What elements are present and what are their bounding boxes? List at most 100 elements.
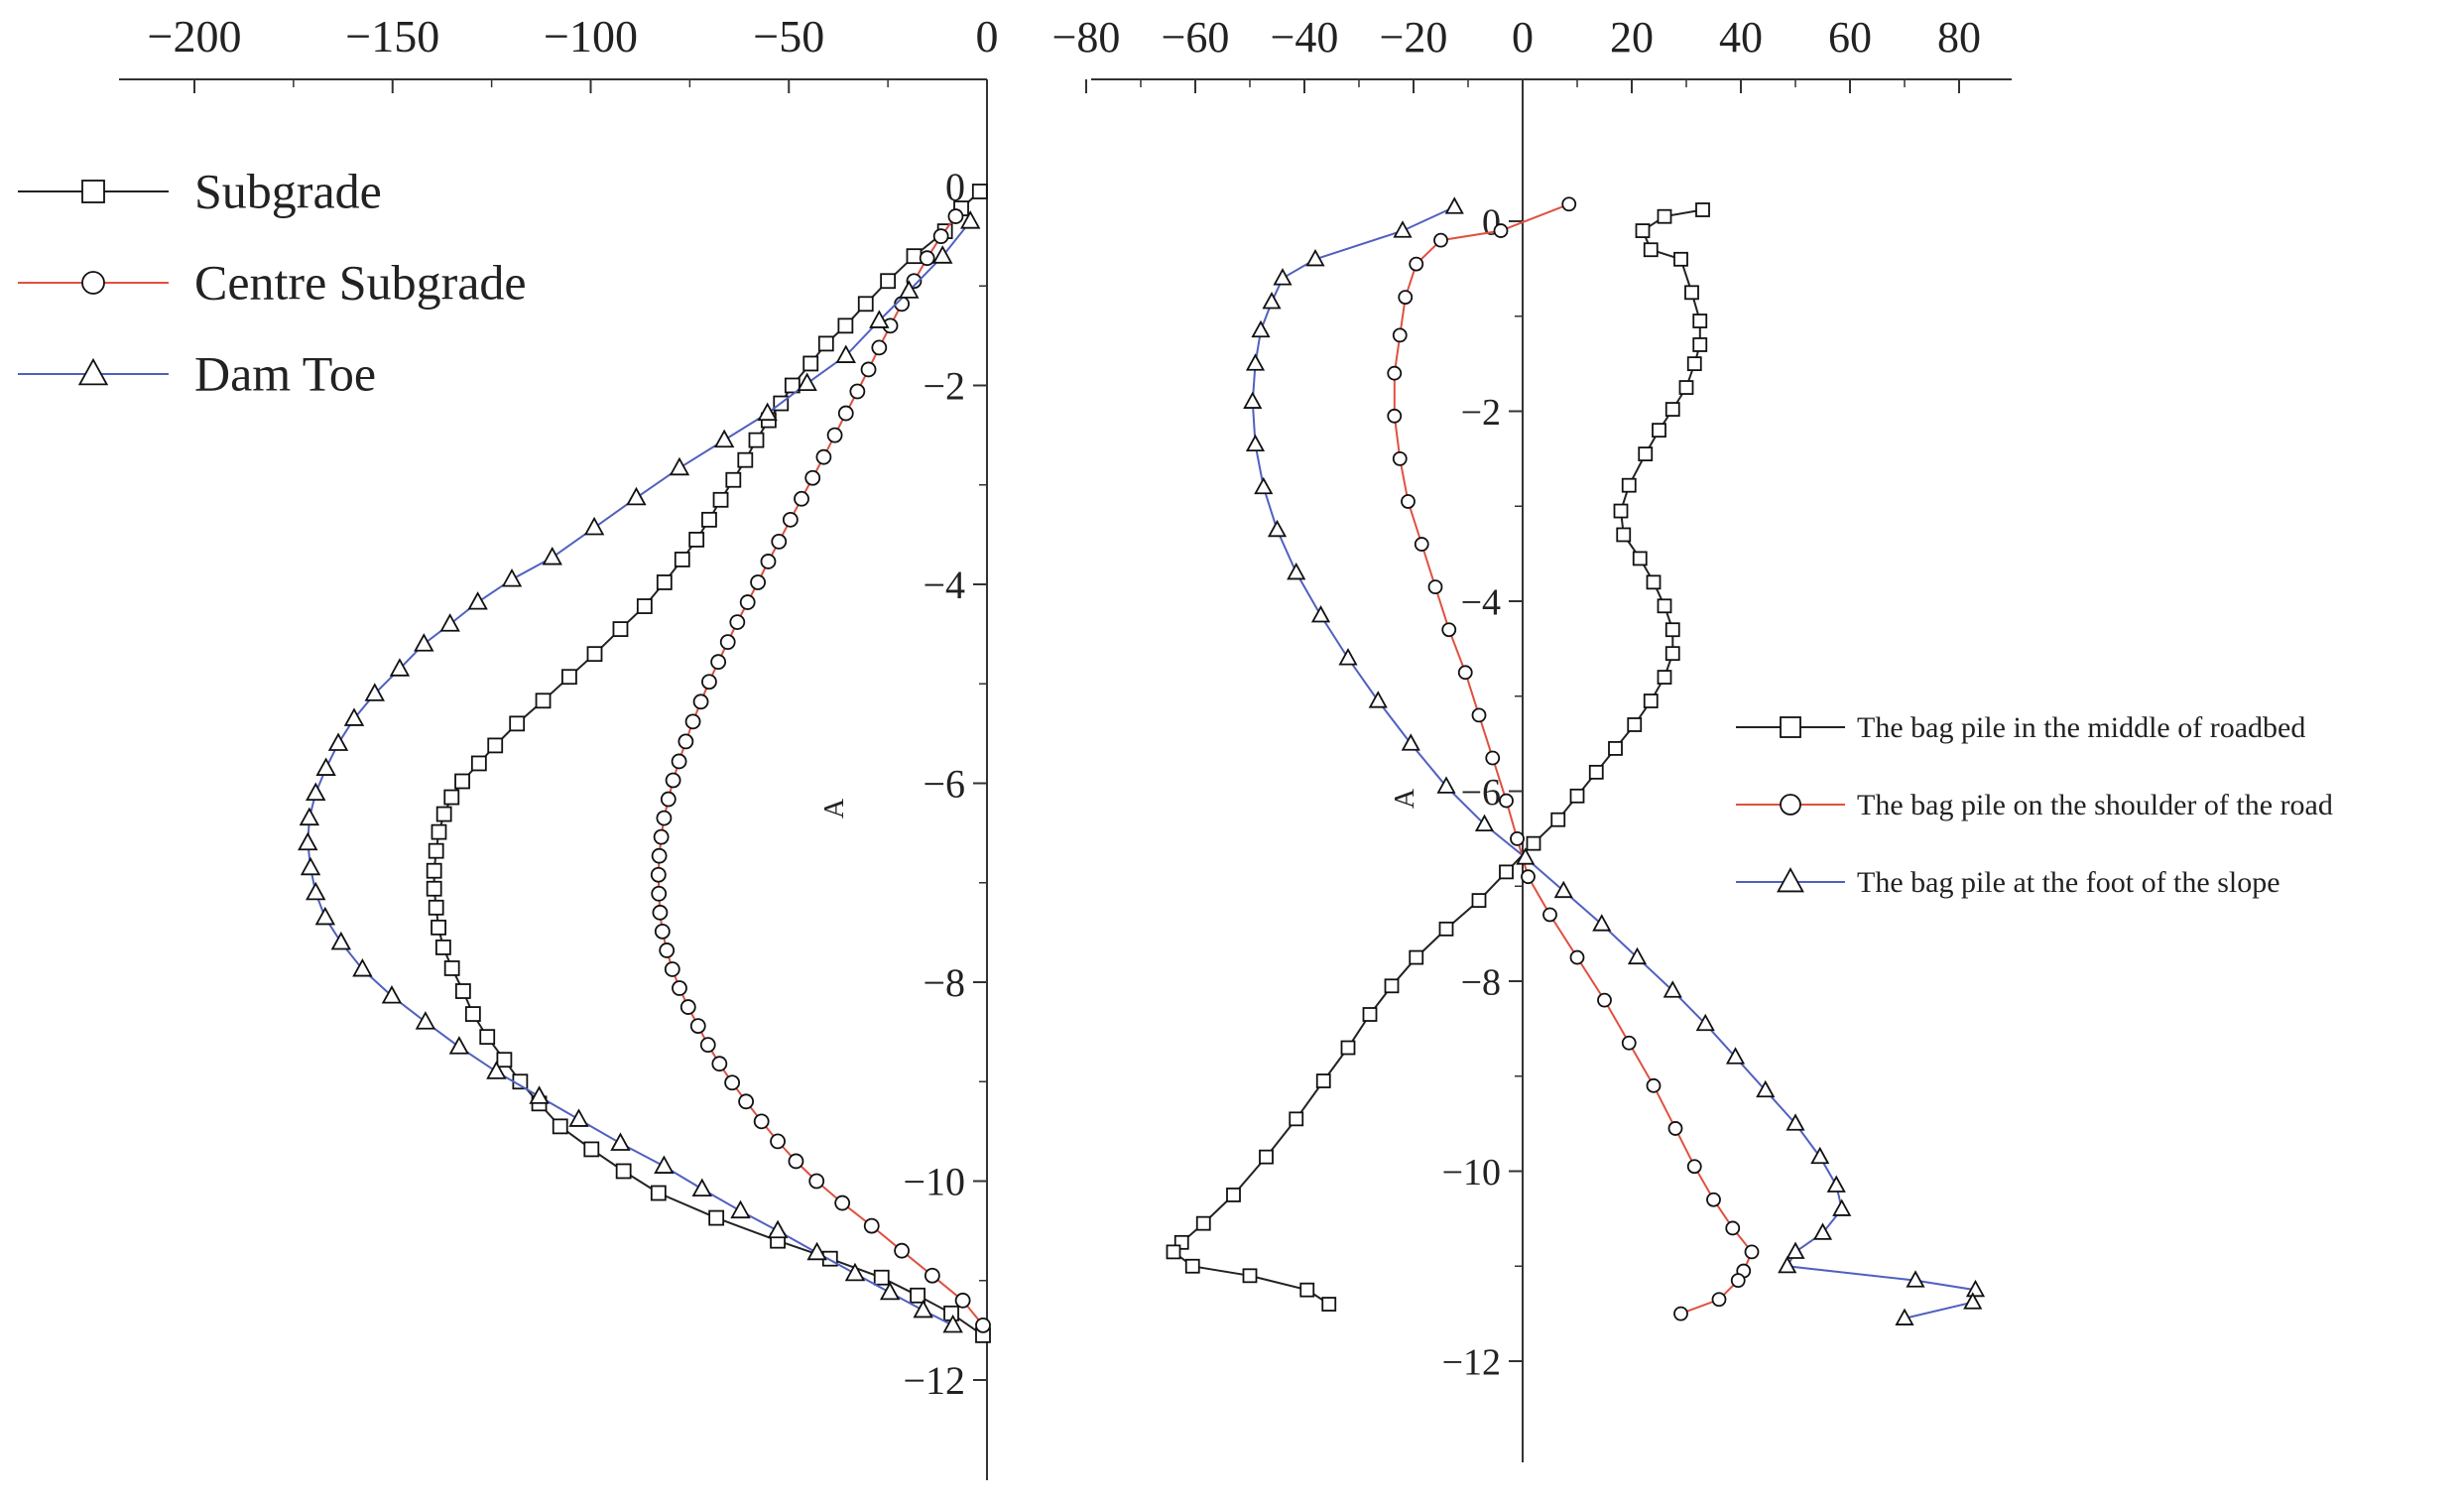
data-point (428, 899, 444, 916)
data-point (849, 383, 866, 400)
data-point (1616, 527, 1632, 543)
data-point (1550, 812, 1566, 827)
data-point (1259, 1149, 1274, 1165)
y-axis-label: A (819, 798, 850, 818)
data-point (808, 1173, 825, 1190)
data-point (748, 432, 765, 448)
data-point (1262, 292, 1282, 310)
data-point (1664, 402, 1680, 417)
data-point (730, 1199, 751, 1219)
x-tick-label: −100 (544, 11, 638, 62)
data-point (894, 1242, 911, 1259)
data-point (1245, 353, 1266, 371)
data-point (906, 248, 923, 265)
data-point (435, 806, 452, 822)
data-point (1409, 256, 1424, 272)
data-point (352, 957, 373, 977)
data-point (1299, 1282, 1315, 1298)
data-point (784, 377, 801, 394)
y-tick-label: −8 (1461, 961, 1501, 1003)
data-point (664, 961, 680, 977)
data-point (561, 669, 577, 686)
data-point (932, 228, 949, 245)
data-point (1643, 693, 1659, 708)
data-point (656, 810, 673, 826)
data-point (701, 674, 717, 691)
data-point (1387, 408, 1403, 424)
data-point (1635, 223, 1651, 238)
data-point (1526, 835, 1541, 851)
data-point (1310, 605, 1331, 623)
data-point (1362, 1007, 1378, 1022)
data-point (1436, 776, 1456, 794)
data-point (586, 646, 603, 663)
data-point (788, 1153, 804, 1170)
data-point (971, 184, 988, 199)
data-point (1457, 665, 1473, 681)
data-point (470, 755, 487, 772)
data-point (1273, 268, 1293, 286)
data-point (552, 1118, 568, 1135)
data-point (1786, 1113, 1805, 1131)
x-tick-label: 40 (1719, 13, 1763, 62)
x-tick-label: −80 (1052, 13, 1121, 62)
data-point (750, 574, 766, 590)
data-point (1305, 248, 1325, 267)
data-point (739, 594, 756, 610)
x-tick-label: −60 (1162, 13, 1230, 62)
data-point (443, 789, 460, 806)
legend-marker (81, 271, 105, 295)
data-point (1474, 814, 1495, 832)
x-tick-label: −40 (1271, 13, 1339, 62)
data-point (954, 1292, 971, 1309)
data-point (1401, 494, 1416, 509)
data-point (1725, 1220, 1741, 1236)
data-point (1485, 750, 1501, 766)
data-point (1542, 907, 1557, 923)
data-point (1663, 980, 1682, 998)
x-tick-label: 20 (1610, 13, 1654, 62)
data-point (1387, 365, 1403, 381)
data-point (871, 339, 888, 356)
legend-marker (1780, 794, 1801, 816)
data-point (330, 931, 352, 950)
data-point (1226, 1188, 1241, 1202)
data-point (428, 842, 444, 859)
x-tick-label: −50 (753, 11, 824, 62)
data-point (299, 807, 320, 826)
left-panel: −200 −150 −100 −50 0 0 −2 −4 −6 −8 −10 −12 A Subgrade… (18, 11, 999, 1480)
data-point (1646, 1077, 1662, 1093)
data-point (1646, 574, 1662, 590)
data-point (919, 250, 935, 267)
data-point (767, 1219, 789, 1239)
data-point (1664, 622, 1680, 638)
data-point (479, 1029, 496, 1046)
data-point (797, 372, 817, 392)
data-point (1499, 793, 1514, 809)
data-point (837, 317, 854, 334)
data-point (568, 1108, 589, 1127)
data-point (1427, 579, 1443, 595)
data-point (834, 1194, 851, 1211)
data-point (486, 1061, 507, 1079)
data-point (960, 210, 981, 229)
legend-label: The bag pile at the foot of the slope (1857, 866, 2280, 899)
data-point (414, 633, 434, 652)
data-point (315, 757, 336, 776)
data-point (615, 1163, 632, 1180)
data-point (1826, 1175, 1846, 1193)
data-point (1730, 1273, 1746, 1289)
data-point (725, 471, 742, 488)
data-point (913, 1299, 933, 1319)
data-point (1621, 1035, 1637, 1051)
data-point (1401, 733, 1420, 751)
y-axis-label: A (1390, 788, 1420, 809)
data-point (802, 355, 819, 372)
data-point (701, 511, 717, 528)
data-point (1184, 1258, 1200, 1274)
data-point (770, 1133, 786, 1150)
data-point (844, 1262, 866, 1282)
data-point (1433, 232, 1448, 248)
series-line (1251, 205, 1977, 1320)
data-point (771, 533, 788, 550)
